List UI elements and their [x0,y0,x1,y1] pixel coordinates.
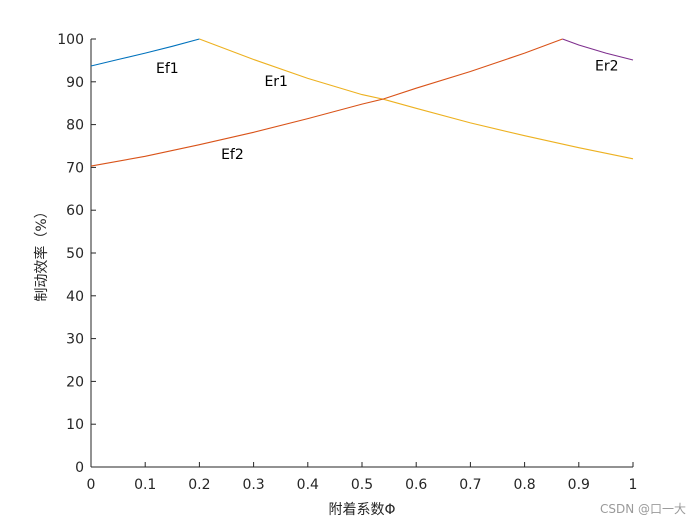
annotations-group: Ef1 Er1 Ef2 Er2 [156,59,619,163]
annotation-er2: Er2 [595,59,619,75]
x-tick-label: 0.2 [188,477,210,493]
annotation-ef2: Ef2 [221,147,244,163]
y-tick-label: 10 [66,417,84,433]
annotation-er1: Er1 [264,74,288,90]
y-tick-label: 20 [66,374,84,390]
x-tick-label: 0.5 [351,477,373,493]
x-tick-label: 0.1 [134,477,156,493]
y-tick-label: 90 [66,75,84,91]
y-axis-label: 制动效率（%） [33,204,50,301]
x-tick-label: 0.3 [242,477,264,493]
x-tick-label: 0.4 [297,477,319,493]
y-tick-label: 100 [57,32,84,48]
series-line-ef1 [90,38,200,67]
x-tick-label: 0.6 [405,477,427,493]
x-tick-label: 0.7 [459,477,481,493]
y-tick-label: 50 [66,246,84,262]
x-tick-label: 0.9 [568,477,590,493]
y-tick-label: 80 [66,118,84,134]
series-line-er2 [562,38,634,61]
y-tick-label: 0 [75,460,84,476]
x-axis-label: 附着系数Φ [328,502,395,518]
series-line-er1 [199,38,634,160]
x-tick-label: 1 [629,477,638,493]
y-tick-label: 30 [66,332,84,348]
annotation-ef1: Ef1 [156,61,179,77]
y-tick-label: 40 [66,289,84,305]
series-line-ef2 [90,38,563,167]
y-tick-label: 60 [66,203,84,219]
series-group [90,38,634,167]
x-tick-label: 0.8 [513,477,535,493]
axes: 0 0.1 0.2 0.3 0.4 0.5 0.6 0.7 0.8 0.9 101020304050… [57,32,637,493]
y-tick-label: 70 [66,160,84,176]
x-tick-label: 0 [87,477,96,493]
watermark-text: CSDN @口一大 [600,502,686,516]
